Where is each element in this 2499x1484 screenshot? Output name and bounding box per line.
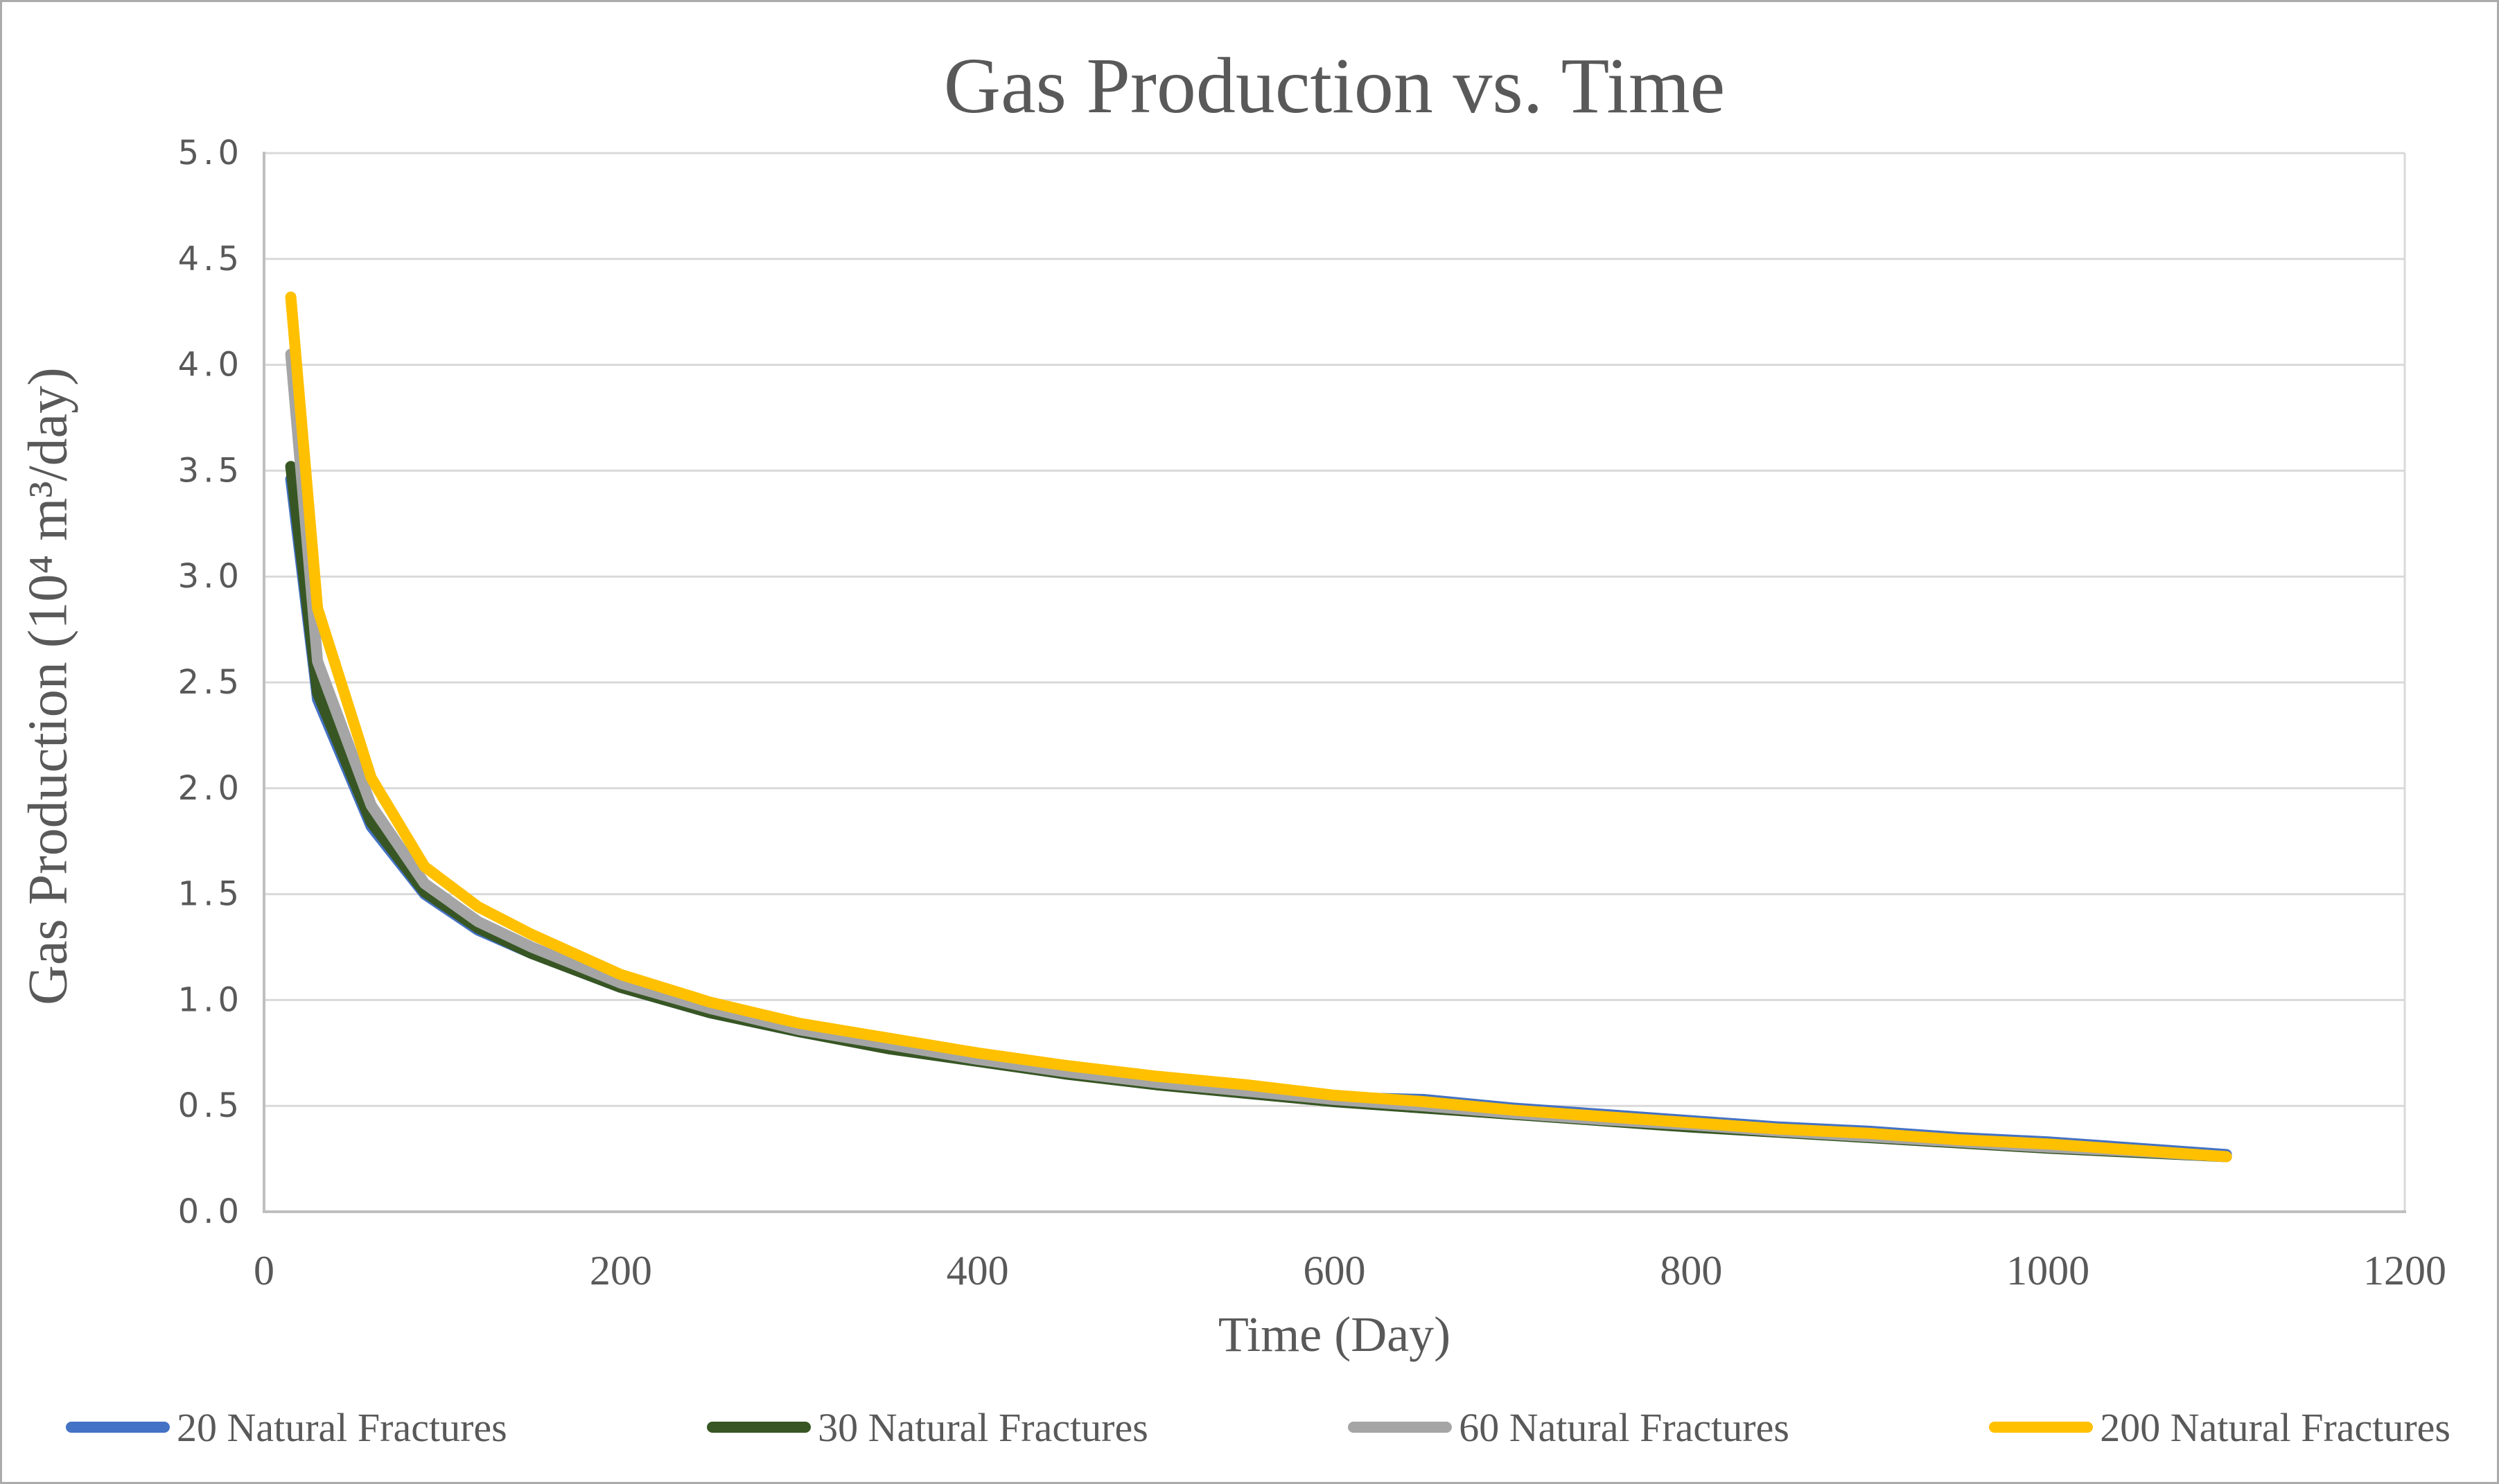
- chart-title: Gas Production vs. Time: [943, 42, 1726, 130]
- x-tick-label: 200: [590, 1248, 652, 1293]
- series-line-200-natural-fractures: [285, 291, 2232, 1163]
- legend-swatch: [1989, 1422, 2094, 1433]
- legend-label: 30 Natural Fractures: [818, 1404, 1148, 1450]
- legend-swatch: [66, 1422, 170, 1433]
- y-tick-label: 5.0: [178, 134, 243, 173]
- x-tick-label: 400: [947, 1248, 1009, 1293]
- y-tick-label: 1.5: [178, 875, 243, 914]
- legend-swatch: [1348, 1422, 1453, 1433]
- x-tick-label: 800: [1660, 1248, 1722, 1293]
- y-tick-label: 3.5: [178, 451, 243, 490]
- x-tick-label: 600: [1304, 1248, 1366, 1293]
- legend-item-20-natural-fractures: 20 Natural Fractures: [66, 1404, 507, 1451]
- legend-label: 60 Natural Fractures: [1459, 1404, 1789, 1450]
- legend-item-60-natural-fractures: 60 Natural Fractures: [1348, 1404, 1789, 1451]
- series-line-20-natural-fractures: [285, 473, 2232, 1160]
- x-tick-label: 0: [254, 1248, 274, 1293]
- legend-item-30-natural-fractures: 30 Natural Fractures: [707, 1404, 1148, 1451]
- y-tick-label: 4.5: [178, 240, 243, 279]
- y-tick-label: 3.0: [178, 557, 243, 596]
- x-tick-label: 1200: [2363, 1248, 2446, 1293]
- y-tick-label: 4.0: [178, 346, 243, 385]
- legend-label: 200 Natural Fractures: [2100, 1404, 2450, 1450]
- legend-item-200-natural-fractures: 200 Natural Fractures: [1989, 1404, 2450, 1451]
- y-tick-label: 1.0: [178, 980, 243, 1019]
- chart-legend: 20 Natural Fractures 30 Natural Fractures…: [66, 1396, 2450, 1458]
- y-tick-label: 0.0: [178, 1192, 243, 1231]
- y-tick-label: 2.0: [178, 769, 243, 808]
- x-tick-label: 1000: [2006, 1248, 2089, 1293]
- legend-label: 20 Natural Fractures: [177, 1404, 507, 1450]
- x-axis-title: Time (Day): [1218, 1307, 1451, 1362]
- y-tick-label: 0.5: [178, 1086, 243, 1125]
- y-tick-label: 2.5: [178, 663, 243, 702]
- series-line-60-natural-fractures: [285, 348, 2232, 1163]
- legend-swatch: [707, 1422, 812, 1433]
- series-line-30-natural-fractures: [285, 461, 2232, 1163]
